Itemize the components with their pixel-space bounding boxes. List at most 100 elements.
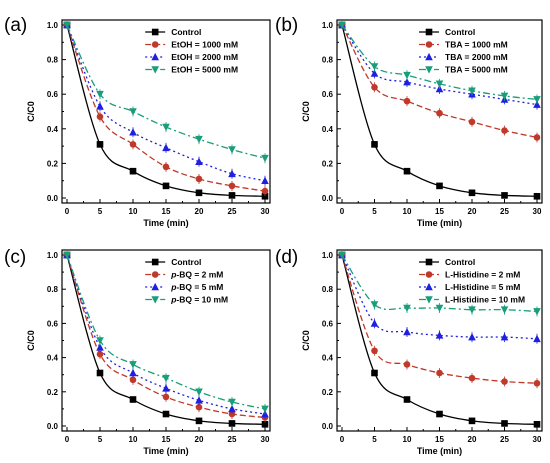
data-point bbox=[533, 308, 541, 316]
y-tick-label: 1.0 bbox=[47, 21, 59, 30]
x-tick-label: 25 bbox=[500, 435, 509, 444]
legend-label: Control bbox=[445, 257, 475, 267]
legend-marker bbox=[151, 66, 159, 74]
x-tick-label: 10 bbox=[129, 435, 138, 444]
x-tick-label: 10 bbox=[403, 207, 412, 216]
data-point bbox=[129, 376, 137, 384]
data-point bbox=[533, 420, 541, 428]
data-point bbox=[435, 304, 444, 313]
legend-marker bbox=[151, 258, 159, 266]
panel-label: (a) bbox=[4, 15, 27, 36]
x-tick-label: 20 bbox=[468, 207, 477, 216]
y-tick-label: 0.6 bbox=[322, 90, 334, 99]
data-point bbox=[371, 369, 378, 377]
legend-label: Control bbox=[445, 27, 475, 37]
data-point bbox=[195, 417, 203, 425]
y-tick-label: 0.4 bbox=[47, 125, 59, 134]
x-tick-label: 0 bbox=[65, 207, 70, 216]
data-point bbox=[63, 21, 71, 30]
y-tick-label: 0.0 bbox=[47, 422, 59, 431]
legend-marker bbox=[151, 271, 159, 278]
data-point bbox=[96, 343, 104, 351]
x-tick-label: 10 bbox=[403, 435, 412, 444]
x-tick-label: 30 bbox=[261, 435, 270, 444]
data-point bbox=[261, 420, 269, 428]
legend-marker bbox=[151, 296, 159, 304]
data-point bbox=[370, 301, 379, 309]
legend-marker bbox=[425, 41, 433, 48]
data-point bbox=[162, 182, 170, 190]
x-tick-label: 5 bbox=[372, 207, 377, 216]
x-axis-title: Time (min) bbox=[417, 218, 462, 228]
data-point bbox=[370, 319, 379, 327]
data-point bbox=[403, 167, 411, 175]
y-tick-label: 1.0 bbox=[322, 251, 334, 260]
y-tick-label: 0.4 bbox=[47, 354, 59, 363]
x-axis-title: Time (min) bbox=[143, 446, 188, 456]
data-point bbox=[533, 96, 541, 104]
x-tick-label: 25 bbox=[500, 207, 509, 216]
data-point bbox=[468, 374, 476, 382]
data-point bbox=[533, 134, 541, 141]
data-point bbox=[195, 396, 203, 404]
data-point bbox=[468, 118, 476, 126]
data-point bbox=[195, 189, 203, 197]
panel-b: (b) 0 5 10 15 20 25 30 0.0 0.2 0.4 0.6 0.8 1.0 Time (m… bbox=[275, 15, 543, 228]
data-point bbox=[436, 410, 443, 418]
data-point bbox=[162, 123, 170, 132]
panel-a: (a) 0 5 10 15 20 25 30 0.0 0.2 0.4 0.6 0.8 1.0 Time (m… bbox=[4, 15, 271, 228]
data-point bbox=[96, 337, 104, 345]
y-tick-label: 0.0 bbox=[322, 194, 334, 203]
legend-label: L-Histidine = 5 mM bbox=[445, 282, 520, 292]
x-tick-label: 5 bbox=[98, 435, 103, 444]
data-point bbox=[468, 306, 476, 314]
data-point bbox=[371, 83, 378, 91]
data-point bbox=[261, 405, 269, 413]
y-tick-label: 1.0 bbox=[322, 21, 334, 30]
legend-label: p-BQ = 5 mM bbox=[170, 282, 223, 292]
x-tick-label: 5 bbox=[98, 207, 103, 216]
x-tick-label: 25 bbox=[228, 435, 237, 444]
data-point bbox=[96, 113, 104, 120]
y-tick-label: 0.2 bbox=[47, 388, 59, 397]
x-tick-label: 10 bbox=[129, 207, 138, 216]
y-tick-label: 0.4 bbox=[322, 354, 334, 363]
data-point bbox=[533, 192, 541, 200]
data-point bbox=[228, 404, 236, 413]
data-point bbox=[338, 251, 346, 260]
data-point bbox=[162, 143, 170, 152]
data-point bbox=[435, 331, 444, 339]
legend-label: EtOH = 1000 mM bbox=[171, 40, 238, 50]
data-point bbox=[129, 361, 137, 369]
data-point bbox=[468, 189, 476, 197]
data-point bbox=[436, 182, 443, 190]
legend-label: L-Histidine = 2 mM bbox=[445, 270, 520, 280]
x-tick-label: 0 bbox=[340, 207, 345, 216]
legend-label: TBA = 1000 mM bbox=[445, 40, 508, 50]
data-point bbox=[96, 350, 104, 358]
data-point bbox=[228, 398, 236, 407]
data-point bbox=[162, 393, 170, 401]
legend-marker bbox=[151, 41, 159, 48]
data-point bbox=[195, 135, 203, 144]
data-point bbox=[96, 102, 104, 110]
x-tick-label: 5 bbox=[372, 435, 377, 444]
y-axis-title: C/C0 bbox=[26, 101, 36, 122]
panel-label: (b) bbox=[275, 15, 298, 36]
data-point bbox=[468, 417, 476, 425]
y-tick-label: 0.6 bbox=[322, 319, 334, 328]
data-point bbox=[261, 187, 269, 195]
y-tick-label: 0.8 bbox=[322, 285, 334, 294]
y-tick-label: 0.0 bbox=[322, 422, 334, 431]
x-tick-label: 20 bbox=[195, 435, 204, 444]
legend-marker bbox=[151, 28, 159, 36]
data-point bbox=[370, 63, 379, 71]
x-tick-label: 15 bbox=[162, 435, 171, 444]
data-point bbox=[501, 378, 508, 385]
x-tick-label: 0 bbox=[65, 435, 70, 444]
data-point bbox=[435, 80, 444, 88]
data-point bbox=[129, 368, 137, 377]
data-point bbox=[403, 396, 411, 403]
panel-d: (d) 0 5 10 15 20 25 30 0.0 0.2 0.4 0.6 0.8 1.0 Time (m… bbox=[275, 247, 543, 456]
x-axis-title: Time (min) bbox=[417, 446, 462, 456]
